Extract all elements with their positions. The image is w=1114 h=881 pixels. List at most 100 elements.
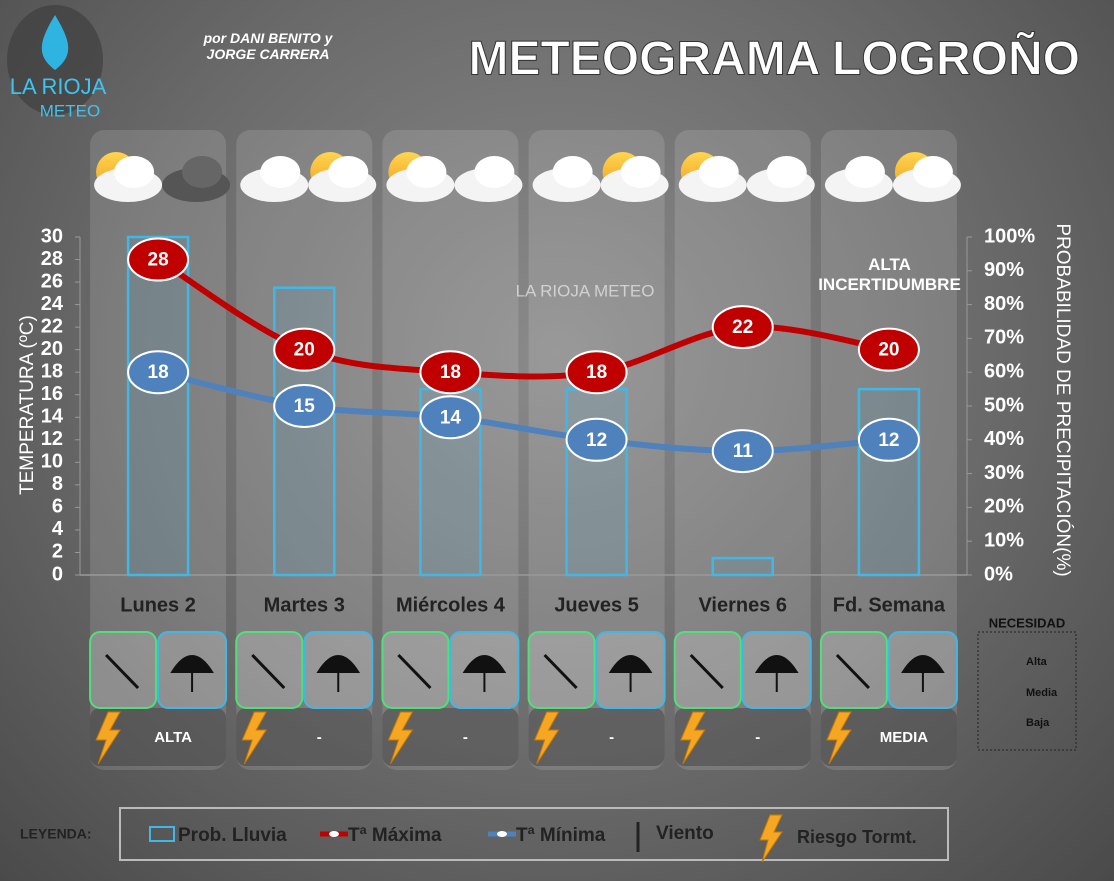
day-panel-bottom — [528, 708, 665, 766]
umbrella-icon — [901, 655, 945, 692]
storm-icon — [241, 711, 268, 765]
cloud-icon — [474, 156, 515, 188]
storm-icon — [387, 711, 414, 765]
storm-icon — [533, 711, 560, 765]
y-tick-label: 28 — [41, 248, 63, 270]
y2-tick-label: 30% — [984, 462, 1024, 484]
wind-arrow — [251, 653, 286, 690]
umbrella-icon — [316, 655, 361, 692]
wind-arrow — [397, 653, 432, 690]
wind-box — [673, 631, 742, 709]
y2-tick-label: 0% — [984, 563, 1013, 585]
wind-arrow — [105, 653, 140, 690]
wind-arrow — [689, 653, 724, 690]
legend-storm-icon — [759, 814, 783, 863]
y-tick-label: 10 — [41, 451, 63, 473]
y-tick-label: 26 — [41, 270, 63, 292]
temp-marker — [565, 350, 628, 395]
storm-risk: - — [755, 729, 760, 746]
x-tick-label: Miércoles 4 — [396, 594, 506, 616]
y-axis-title: TEMPERATURA (ºC) — [17, 315, 38, 495]
wind-box — [235, 631, 304, 709]
y2-tick-label: 60% — [984, 360, 1024, 382]
legend-text: Viento — [656, 823, 714, 844]
y2-tick-label: 100% — [984, 225, 1035, 247]
temp-marker — [127, 350, 190, 395]
umbrella-icon — [608, 655, 653, 692]
wind-box — [819, 631, 888, 709]
umbrella-icon — [754, 655, 799, 692]
legend-swatch — [329, 831, 339, 837]
day-panel — [382, 130, 519, 770]
storm-icon — [826, 711, 852, 765]
legend-text: Riesgo Tormt. — [797, 827, 917, 847]
wind-box — [527, 631, 596, 709]
precip-bar — [126, 235, 190, 577]
cloud-icon — [260, 156, 301, 188]
data-label: 28 — [148, 250, 169, 271]
necesidad-level: Media — [1026, 687, 1058, 699]
data-label: 18 — [586, 362, 607, 383]
y-tick-label: 30 — [41, 225, 63, 247]
cloud-icon — [552, 156, 593, 188]
y-tick-label: 16 — [41, 383, 63, 405]
day-panel-bottom — [90, 708, 227, 766]
data-label: 12 — [878, 430, 899, 451]
x-tick-label: Jueves 5 — [554, 594, 639, 616]
temp-marker — [711, 429, 774, 474]
legend-box — [119, 807, 949, 861]
necesidad-title: NECESIDAD — [989, 615, 1066, 630]
day-panel-bottom — [820, 708, 957, 766]
x-tick-label: Fd. Semana — [833, 594, 946, 616]
y2-tick-label: 50% — [984, 394, 1024, 416]
chart-title: METEOGRAMA LOGROÑO — [468, 31, 1080, 86]
necesidad-level: Baja — [1026, 717, 1050, 729]
data-label: 14 — [440, 407, 462, 428]
wind-arrow — [543, 653, 578, 690]
temp-marker — [127, 237, 190, 282]
day-panel-bottom — [236, 708, 373, 766]
annotation: ALTA INCERTIDUMBRE — [818, 255, 961, 294]
x-tick-label: Martes 3 — [264, 594, 345, 616]
data-label: 12 — [586, 430, 607, 451]
data-label: 20 — [294, 340, 315, 361]
y2-tick-label: 40% — [984, 428, 1024, 450]
umbrella-icon — [170, 655, 214, 692]
precip-bar — [711, 556, 774, 577]
y-tick-label: 24 — [41, 293, 64, 315]
y-tick-label: 2 — [52, 541, 63, 563]
logo-text: LA RIOJA — [10, 74, 107, 99]
day-panel — [90, 130, 227, 770]
x-tick-label: Lunes 2 — [120, 594, 196, 616]
y-tick-label: 8 — [52, 473, 63, 495]
temp-marker — [419, 395, 482, 440]
y2-tick-label: 10% — [984, 529, 1024, 551]
data-label: 22 — [732, 317, 753, 338]
necesidad-box — [977, 631, 1077, 751]
day-panel — [236, 130, 373, 770]
cloud-icon — [766, 156, 807, 188]
storm-risk: MEDIA — [880, 729, 929, 746]
storm-risk: ALTA — [154, 729, 192, 746]
y2-tick-label: 70% — [984, 327, 1024, 349]
legend-swatch — [149, 826, 175, 842]
data-label: 18 — [440, 362, 461, 383]
storm-risk: - — [463, 729, 468, 746]
logo-text: METEO — [40, 101, 100, 120]
cloud-icon — [114, 156, 155, 188]
cloud-icon — [912, 156, 953, 188]
x-tick-label: Viernes 6 — [698, 594, 787, 616]
y-tick-label: 14 — [41, 406, 64, 428]
data-label: 11 — [733, 441, 754, 462]
data-label: 20 — [878, 340, 899, 361]
temp-marker — [273, 384, 336, 428]
legend-text: Tª Mínima — [516, 825, 606, 846]
temp-marker — [273, 327, 336, 372]
y2-tick-label: 20% — [984, 496, 1024, 518]
temp-marker — [565, 417, 628, 462]
subtitle: por DANI BENITO y JORGE CARRERA — [203, 30, 333, 62]
wind-arrow — [835, 653, 870, 690]
cloud-icon — [328, 156, 369, 188]
y2-tick-label: 80% — [984, 293, 1024, 315]
watermark: LA RIOJA METEO — [516, 281, 655, 300]
